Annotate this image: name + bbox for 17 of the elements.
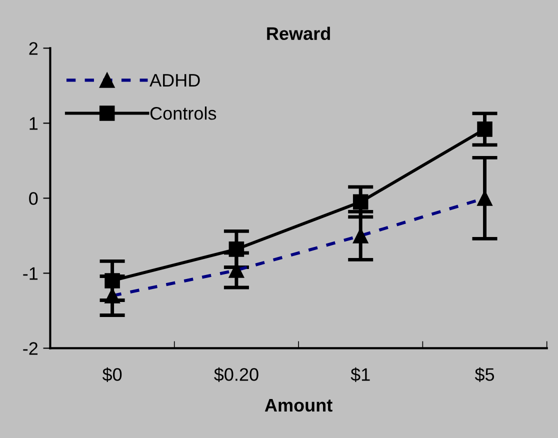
y-tick-label: 2 — [29, 42, 38, 55]
x-axis-title: Amount — [264, 399, 332, 412]
chart-title: Reward — [267, 26, 330, 40]
legend-label: ADHD — [150, 74, 200, 87]
point — [352, 194, 368, 210]
point — [228, 242, 244, 257]
x-tick-label: $5 — [474, 367, 494, 382]
x-tick-label: $0 — [102, 367, 122, 382]
y-tick-label: 1 — [30, 117, 38, 130]
point — [104, 273, 120, 288]
x-tick-label: $0.20 — [214, 367, 258, 382]
y-tick-label: -2 — [23, 342, 38, 355]
y-tick-label: -1 — [23, 267, 38, 280]
point — [477, 122, 492, 137]
legend-label: Controls — [150, 106, 216, 120]
x-tick-label: $1 — [350, 367, 370, 382]
y-tick-label: 0 — [29, 192, 38, 205]
